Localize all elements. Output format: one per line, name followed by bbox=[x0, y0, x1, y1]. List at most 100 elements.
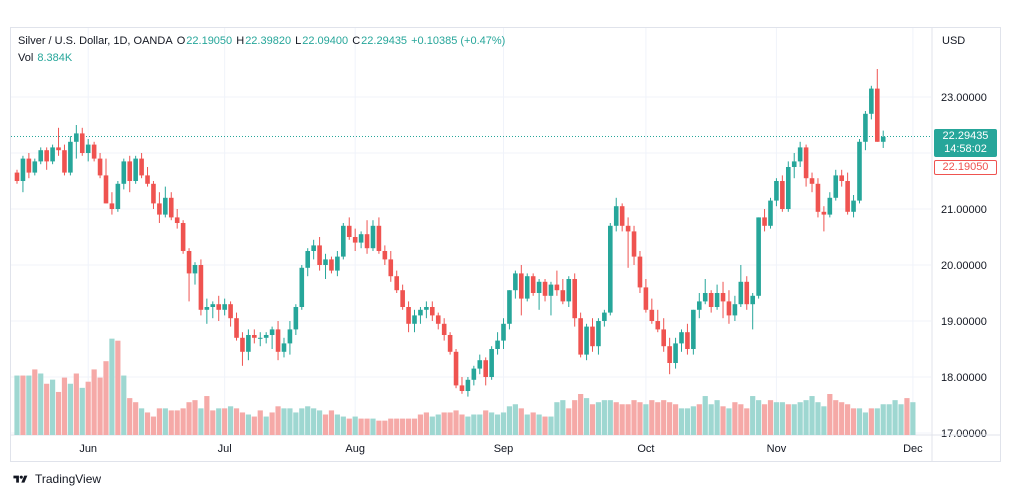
volume-bar bbox=[251, 416, 257, 435]
volume-bar bbox=[732, 402, 738, 435]
volume-bar bbox=[400, 418, 406, 435]
volume-bar bbox=[263, 416, 269, 435]
candle-body bbox=[702, 293, 708, 302]
volume-bar bbox=[26, 375, 32, 435]
volume-bar bbox=[655, 402, 661, 435]
y-tick-label: 17.00000 bbox=[941, 428, 987, 440]
candle-body bbox=[501, 323, 506, 341]
tradingview-branding[interactable]: TradingView bbox=[12, 472, 101, 486]
volume-bar bbox=[364, 418, 370, 435]
candle-body bbox=[44, 150, 49, 162]
y-tick-label: 19.00000 bbox=[941, 316, 987, 328]
volume-bar bbox=[827, 394, 833, 435]
candle-body bbox=[263, 335, 269, 338]
volume-bar bbox=[898, 404, 904, 435]
volume-bar bbox=[222, 408, 228, 435]
candle-body bbox=[578, 318, 583, 355]
candle-body bbox=[323, 259, 328, 265]
candle-body bbox=[26, 158, 32, 173]
tradingview-logo-icon bbox=[13, 475, 28, 483]
volume-bar bbox=[299, 408, 305, 435]
volume-bar bbox=[833, 400, 839, 435]
volume-bar bbox=[239, 412, 246, 435]
volume-bar bbox=[180, 408, 186, 435]
candle-body bbox=[809, 178, 815, 184]
volume-bar bbox=[756, 400, 762, 435]
volume-bar bbox=[370, 418, 376, 435]
volume-bar bbox=[429, 416, 435, 435]
x-tick-label: Aug bbox=[345, 443, 365, 455]
volume-bar bbox=[684, 408, 691, 435]
volume-bar bbox=[554, 402, 560, 435]
volume-bar bbox=[44, 383, 50, 435]
volume-bar bbox=[346, 418, 352, 435]
volume-bar bbox=[20, 375, 26, 435]
volume-bar bbox=[38, 373, 44, 435]
y-tick-label: 23.00000 bbox=[941, 92, 987, 104]
candle-body bbox=[548, 284, 554, 296]
candle-body bbox=[62, 150, 67, 173]
candle-body bbox=[845, 181, 850, 212]
candle-body bbox=[20, 158, 26, 181]
volume-bar bbox=[850, 408, 857, 435]
candle-body bbox=[103, 175, 109, 204]
candle-body bbox=[204, 307, 210, 310]
candlestick-chart[interactable]: 23.0000022.0000021.0000020.0000019.00000… bbox=[11, 28, 1000, 461]
candle-body bbox=[803, 147, 809, 179]
volume-bar bbox=[174, 410, 180, 435]
candle-body bbox=[815, 183, 821, 212]
volume-bar bbox=[856, 408, 863, 435]
candle-body bbox=[780, 181, 785, 209]
candle-body bbox=[785, 167, 791, 209]
candle-body bbox=[465, 379, 471, 391]
chart-frame: 23.0000022.0000021.0000020.0000019.00000… bbox=[10, 27, 1001, 462]
volume-bar bbox=[382, 420, 388, 435]
candle-body bbox=[477, 360, 483, 369]
volume-bar bbox=[518, 408, 524, 435]
candle-body bbox=[157, 203, 162, 215]
candle-body bbox=[685, 332, 690, 349]
candle-body bbox=[85, 144, 91, 153]
volume-bar bbox=[607, 400, 613, 435]
volume-bar bbox=[874, 408, 880, 435]
candle-body bbox=[720, 293, 726, 302]
candle-body bbox=[524, 276, 530, 299]
volume-bar bbox=[471, 414, 477, 435]
candle-body bbox=[821, 211, 827, 215]
candle-body bbox=[139, 158, 144, 176]
candle-body bbox=[216, 304, 222, 310]
candle-body bbox=[797, 147, 803, 162]
volume-bar bbox=[560, 400, 566, 435]
candle-body bbox=[530, 276, 536, 293]
open-label: O bbox=[176, 35, 186, 47]
candle-body bbox=[519, 273, 524, 299]
candle-body bbox=[732, 304, 738, 316]
candle-body bbox=[192, 265, 198, 274]
volume-bar bbox=[483, 410, 489, 435]
volume-bar bbox=[269, 412, 275, 435]
volume-bar bbox=[340, 416, 346, 435]
volume-bar bbox=[109, 338, 115, 435]
volume-bar bbox=[548, 416, 554, 435]
volume-bar bbox=[708, 404, 714, 435]
volume-bar bbox=[79, 387, 85, 435]
volume-bar bbox=[821, 406, 827, 435]
x-tick-label: Oct bbox=[637, 443, 654, 455]
candle-body bbox=[38, 150, 44, 162]
candle-body bbox=[649, 309, 655, 321]
volume-bar bbox=[738, 404, 744, 435]
candle-body bbox=[691, 309, 696, 349]
candle-body bbox=[613, 206, 619, 226]
volume-bar bbox=[601, 400, 607, 435]
candle-body bbox=[317, 245, 322, 265]
candle-body bbox=[661, 329, 666, 347]
candle-body bbox=[382, 251, 388, 260]
x-tick-label: Jul bbox=[218, 443, 232, 455]
ohlc-legend: Silver / U.S. Dollar, 1D, OANDA O22.1905… bbox=[18, 35, 506, 47]
volume-bar bbox=[138, 408, 145, 435]
close-label: C bbox=[352, 35, 361, 47]
brand-name: TradingView bbox=[35, 472, 102, 486]
candle-body bbox=[91, 144, 97, 159]
volume-bar bbox=[245, 414, 251, 435]
candle-body bbox=[388, 259, 394, 277]
